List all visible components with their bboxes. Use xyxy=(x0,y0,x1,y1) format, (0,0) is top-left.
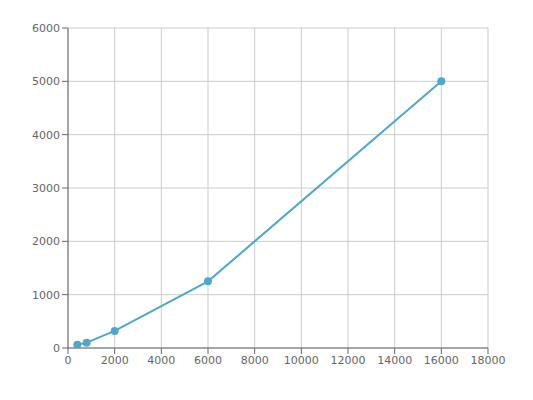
svg-text:10000: 10000 xyxy=(284,354,319,367)
svg-text:4000: 4000 xyxy=(32,129,60,142)
svg-text:1000: 1000 xyxy=(32,289,60,302)
svg-text:18000: 18000 xyxy=(471,354,506,367)
svg-text:16000: 16000 xyxy=(424,354,459,367)
svg-text:8000: 8000 xyxy=(241,354,269,367)
svg-text:6000: 6000 xyxy=(32,22,60,35)
svg-text:5000: 5000 xyxy=(32,75,60,88)
svg-text:12000: 12000 xyxy=(331,354,366,367)
svg-text:3000: 3000 xyxy=(32,182,60,195)
svg-text:4000: 4000 xyxy=(147,354,175,367)
svg-text:0: 0 xyxy=(53,342,60,355)
svg-text:0: 0 xyxy=(65,354,72,367)
svg-text:14000: 14000 xyxy=(377,354,412,367)
svg-text:2000: 2000 xyxy=(32,235,60,248)
svg-text:6000: 6000 xyxy=(194,354,222,367)
svg-text:2000: 2000 xyxy=(101,354,129,367)
